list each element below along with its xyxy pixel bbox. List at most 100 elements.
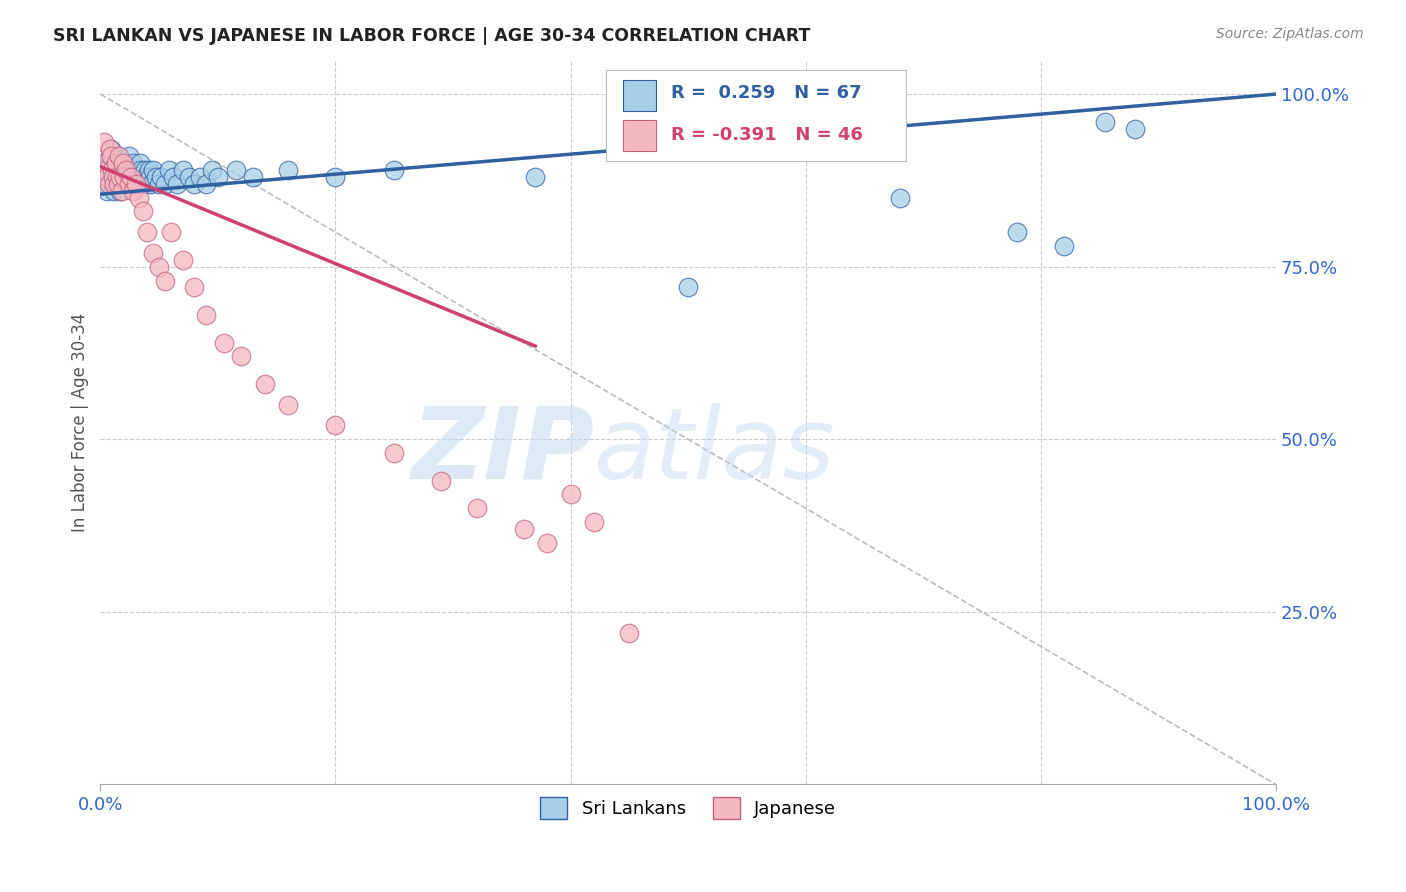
Point [183, 177, 205, 191]
Point [325, 418, 347, 433]
Point [103, 184, 125, 198]
Point [135, 169, 157, 184]
Point [128, 177, 150, 191]
Point [131, 169, 153, 184]
Point [111, 156, 134, 170]
Point [122, 156, 145, 170]
Point [153, 273, 176, 287]
Point [325, 169, 347, 184]
Point [103, 177, 125, 191]
Point [160, 225, 183, 239]
Point [148, 177, 170, 191]
Point [430, 474, 453, 488]
Point [96, 177, 118, 191]
Point [172, 163, 194, 178]
Point [512, 522, 534, 536]
Point [195, 177, 218, 191]
Point [115, 177, 138, 191]
Point [524, 169, 547, 184]
Point [1094, 114, 1116, 128]
Point [117, 163, 139, 178]
Text: SRI LANKAN VS JAPANESE IN LABOR FORCE | AGE 30-34 CORRELATION CHART: SRI LANKAN VS JAPANESE IN LABOR FORCE | … [53, 27, 811, 45]
Point [110, 184, 132, 198]
Point [150, 169, 173, 184]
Point [120, 177, 142, 191]
Point [195, 308, 218, 322]
Point [118, 169, 141, 184]
Point [225, 163, 247, 178]
Text: Source: ZipAtlas.com: Source: ZipAtlas.com [1216, 27, 1364, 41]
Point [117, 149, 139, 163]
Point [1053, 239, 1076, 253]
Point [277, 163, 299, 178]
Point [122, 184, 145, 198]
Point [157, 163, 180, 178]
Point [94, 156, 117, 170]
Point [107, 177, 129, 191]
Point [125, 163, 148, 178]
Point [188, 169, 211, 184]
Point [108, 177, 131, 191]
Point [162, 169, 184, 184]
Point [98, 149, 121, 163]
Point [183, 280, 205, 294]
Bar [623, 120, 657, 151]
Point [97, 156, 120, 170]
Point [124, 177, 146, 191]
Point [153, 177, 176, 191]
Text: R = -0.391   N = 46: R = -0.391 N = 46 [671, 126, 862, 144]
Point [124, 169, 146, 184]
Point [177, 169, 200, 184]
Point [139, 177, 162, 191]
Point [138, 169, 160, 184]
Point [96, 163, 118, 178]
Point [136, 225, 159, 239]
Point [110, 184, 132, 198]
Point [93, 136, 115, 150]
Point [100, 149, 122, 163]
Point [105, 169, 128, 184]
Point [96, 184, 118, 198]
Point [207, 169, 229, 184]
Point [112, 156, 135, 170]
Point [889, 191, 911, 205]
Point [138, 163, 160, 178]
Point [107, 149, 129, 163]
Point [117, 177, 139, 191]
Legend: Sri Lankans, Japanese: Sri Lankans, Japanese [533, 789, 844, 826]
Point [231, 350, 253, 364]
Point [465, 501, 488, 516]
Point [560, 487, 582, 501]
Point [108, 149, 131, 163]
Point [201, 163, 224, 178]
Point [105, 156, 128, 170]
Point [382, 446, 405, 460]
Point [382, 163, 405, 178]
Point [101, 169, 124, 184]
Y-axis label: In Labor Force | Age 30-34: In Labor Force | Age 30-34 [72, 312, 89, 532]
Point [103, 169, 125, 184]
Point [148, 260, 170, 274]
Point [110, 169, 132, 184]
Point [115, 163, 138, 178]
Point [1007, 225, 1029, 239]
Point [131, 163, 153, 178]
Point [112, 169, 135, 184]
Point [136, 177, 159, 191]
Point [166, 177, 188, 191]
Point [583, 515, 606, 529]
Point [103, 177, 125, 191]
Point [100, 142, 122, 156]
Point [128, 191, 150, 205]
Point [120, 169, 142, 184]
Point [114, 169, 136, 184]
Text: atlas: atlas [595, 402, 835, 500]
FancyBboxPatch shape [606, 70, 905, 161]
Point [97, 177, 120, 191]
Point [111, 163, 134, 178]
Point [101, 163, 124, 178]
Text: ZIP: ZIP [411, 402, 595, 500]
Point [131, 204, 153, 219]
Point [142, 163, 165, 178]
Point [129, 156, 152, 170]
